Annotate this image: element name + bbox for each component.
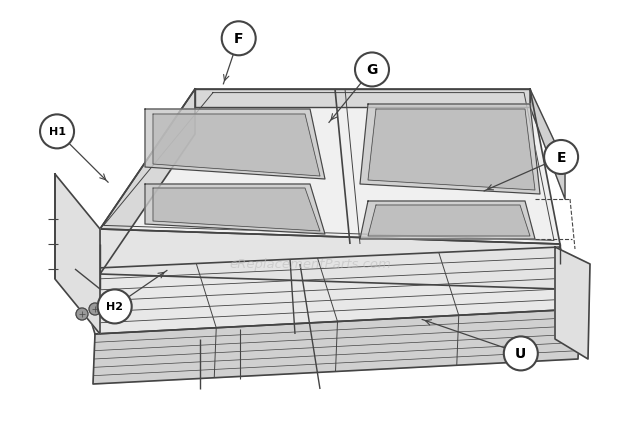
Polygon shape [555,248,590,359]
Text: E: E [556,151,566,164]
Polygon shape [195,90,530,108]
Polygon shape [360,201,535,239]
Polygon shape [368,110,535,190]
Polygon shape [75,248,580,334]
Text: F: F [234,32,244,46]
Polygon shape [100,230,560,289]
Circle shape [222,22,255,56]
Polygon shape [145,110,325,180]
Polygon shape [93,309,580,384]
Polygon shape [145,184,325,234]
Circle shape [355,53,389,87]
Polygon shape [153,189,320,231]
Circle shape [76,308,88,320]
Polygon shape [100,90,560,245]
Circle shape [544,141,578,175]
Circle shape [98,290,131,324]
Polygon shape [153,115,320,177]
Text: eReplacementParts.com: eReplacementParts.com [229,258,391,271]
Text: H1: H1 [48,127,66,137]
Circle shape [504,337,538,371]
Text: G: G [366,63,378,77]
Polygon shape [100,90,195,274]
Polygon shape [55,175,100,334]
Text: U: U [515,347,526,360]
Circle shape [89,303,101,315]
Text: H2: H2 [106,302,123,312]
Polygon shape [530,90,565,199]
Polygon shape [360,105,540,195]
Polygon shape [368,205,530,236]
Circle shape [40,115,74,149]
